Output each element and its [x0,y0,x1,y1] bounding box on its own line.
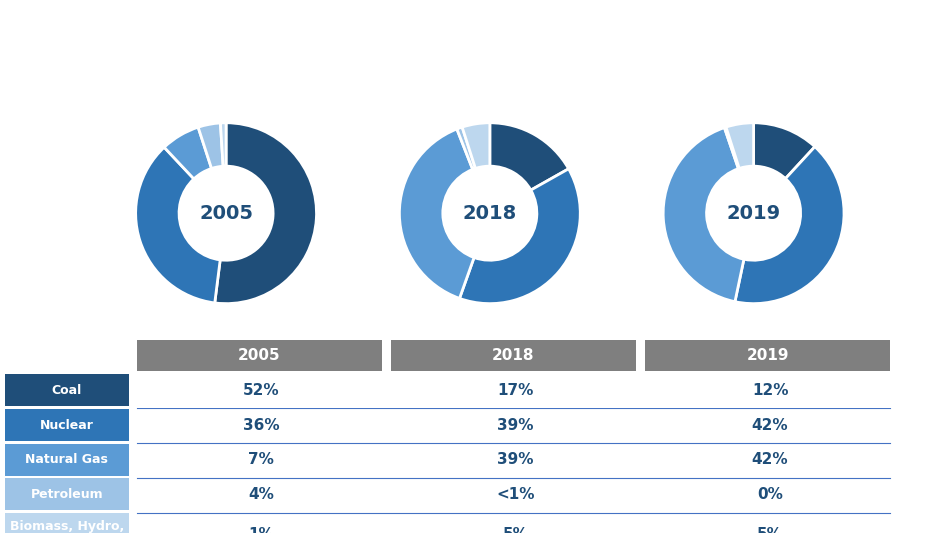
Text: Electric generation mix (MWH): Electric generation mix (MWH) [11,13,322,31]
Wedge shape [463,123,490,168]
Bar [5,409,129,441]
Wedge shape [457,127,476,169]
Wedge shape [220,123,226,166]
Wedge shape [136,147,220,303]
Text: 2018: 2018 [492,348,535,362]
Text: 12%: 12% [752,383,788,398]
Text: 42%: 42% [752,452,788,467]
Text: 2019: 2019 [746,348,789,362]
Text: 39%: 39% [497,417,534,433]
Text: 5%: 5% [757,527,783,533]
Wedge shape [754,123,815,179]
Bar [137,340,382,372]
Bar [391,340,636,372]
Text: 39%: 39% [497,452,534,467]
Wedge shape [198,123,223,168]
Text: 2005: 2005 [199,204,253,223]
Bar [645,340,890,372]
Bar [5,479,129,510]
Text: 2018: 2018 [463,204,517,223]
Wedge shape [164,127,212,179]
Text: 52%: 52% [243,383,280,398]
Text: 1%: 1% [249,527,274,533]
Text: 5%: 5% [503,527,528,533]
Wedge shape [490,123,569,190]
Text: Petroleum: Petroleum [30,488,104,501]
Text: 42%: 42% [752,417,788,433]
Text: 2019: 2019 [726,204,781,223]
Bar [5,444,129,475]
Wedge shape [399,129,474,298]
Text: 7%: 7% [249,452,274,467]
Wedge shape [726,123,754,168]
Wedge shape [460,169,580,304]
Text: 17%: 17% [497,383,534,398]
Text: <1%: <1% [496,487,535,502]
Text: 0%: 0% [757,487,783,502]
Text: Coal: Coal [52,384,82,397]
Text: 4%: 4% [249,487,274,502]
Wedge shape [663,127,744,302]
Bar [5,375,129,406]
Text: Natural Gas: Natural Gas [25,453,108,466]
Bar [5,513,129,533]
Wedge shape [735,147,844,304]
Text: 36%: 36% [243,417,280,433]
Wedge shape [724,127,739,168]
Wedge shape [215,123,317,304]
Text: Nuclear: Nuclear [40,418,94,432]
Text: Biomass, Hydro,
Solar, Wind: Biomass, Hydro, Solar, Wind [9,520,124,533]
Text: 2005: 2005 [237,348,281,362]
